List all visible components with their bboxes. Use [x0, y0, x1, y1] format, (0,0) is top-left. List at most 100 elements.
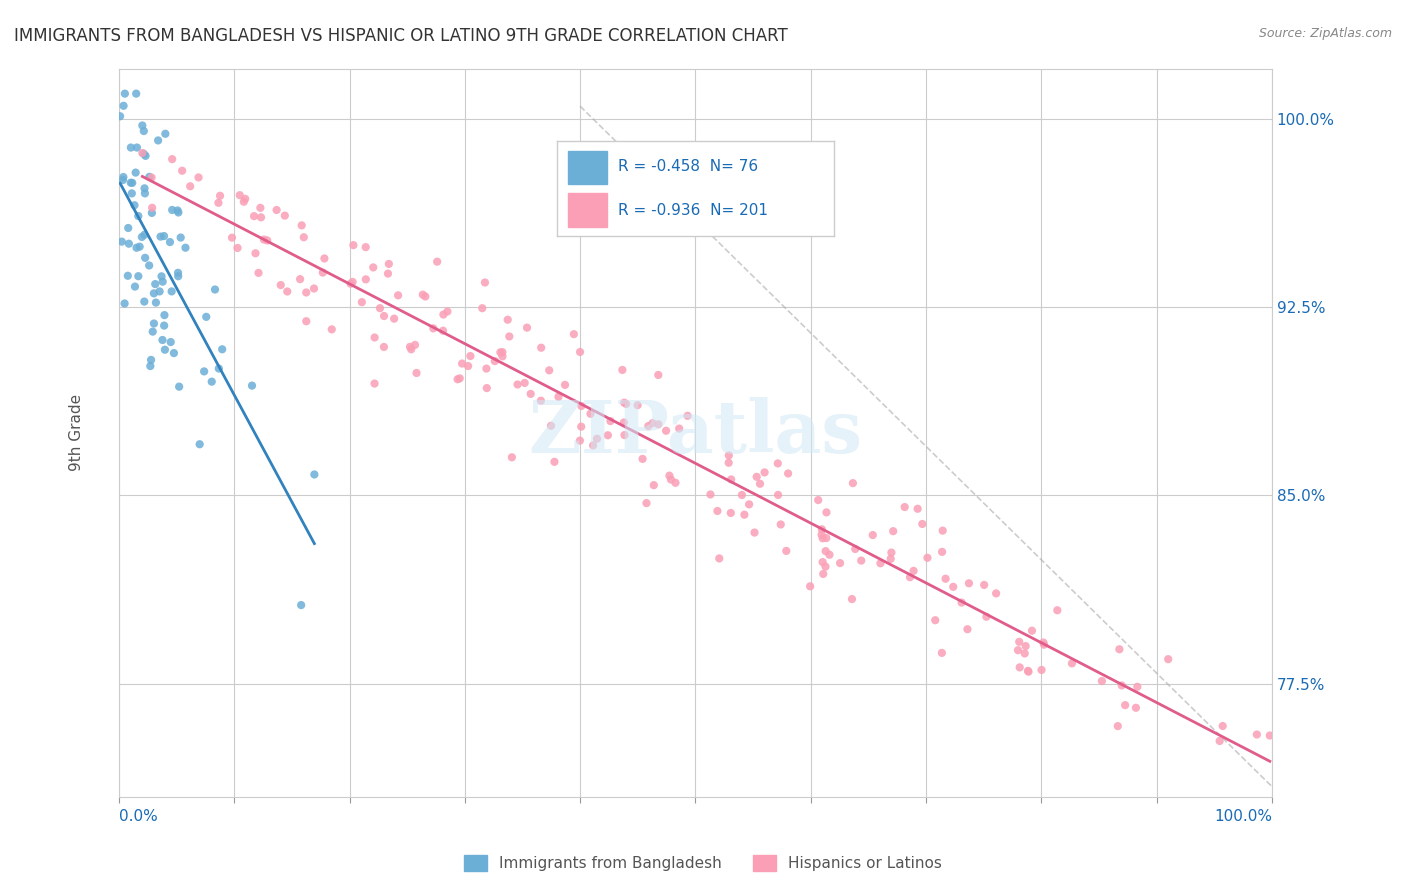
Point: [243, 209, 266, 223]
Point: [304, 467, 326, 482]
Point: [128, 240, 150, 254]
Point: [1246, 727, 1268, 741]
Point: [516, 320, 538, 334]
Point: [815, 531, 838, 545]
Point: [312, 266, 335, 280]
Point: [201, 375, 224, 389]
Point: [917, 550, 939, 565]
Point: [291, 219, 314, 233]
Point: [1008, 635, 1031, 649]
Point: [745, 470, 768, 484]
Point: [314, 252, 336, 266]
Point: [491, 345, 513, 359]
Point: [132, 146, 155, 161]
Point: [769, 517, 792, 532]
Point: [290, 598, 312, 612]
Point: [1107, 719, 1129, 733]
Point: [1014, 647, 1036, 661]
Point: [399, 340, 422, 354]
Point: [415, 289, 437, 303]
Point: [778, 467, 800, 481]
Point: [368, 301, 391, 316]
Legend: Immigrants from Bangladesh, Hispanics or Latinos: Immigrants from Bangladesh, Hispanics or…: [460, 850, 946, 875]
Point: [141, 206, 163, 220]
Point: [153, 343, 176, 357]
Point: [149, 285, 172, 299]
Point: [491, 350, 513, 364]
Point: [274, 209, 297, 223]
Point: [124, 279, 146, 293]
Point: [342, 238, 364, 252]
Point: [405, 366, 427, 380]
Text: ZIPatlas: ZIPatlas: [529, 397, 862, 468]
Point: [138, 259, 160, 273]
Point: [811, 555, 834, 569]
Point: [844, 541, 866, 556]
Point: [775, 544, 797, 558]
Point: [538, 363, 561, 377]
Point: [631, 451, 654, 466]
Point: [733, 508, 755, 522]
Point: [1046, 603, 1069, 617]
Point: [636, 496, 658, 510]
Point: [626, 398, 648, 412]
Point: [446, 372, 468, 386]
Point: [142, 286, 165, 301]
Point: [554, 377, 576, 392]
Point: [229, 188, 252, 202]
Point: [596, 428, 619, 442]
Point: [124, 198, 146, 212]
Point: [766, 457, 789, 471]
Point: [569, 345, 592, 359]
Point: [717, 449, 740, 463]
Point: [432, 324, 454, 338]
Point: [641, 416, 664, 430]
Point: [145, 295, 167, 310]
Point: [141, 201, 163, 215]
Point: [121, 186, 143, 201]
Point: [152, 333, 174, 347]
Point: [579, 407, 602, 421]
Point: [475, 381, 498, 395]
Point: [143, 277, 166, 291]
Point: [112, 99, 135, 113]
Point: [131, 146, 153, 161]
Point: [749, 476, 772, 491]
Point: [568, 434, 591, 448]
Point: [449, 371, 471, 385]
Point: [489, 345, 512, 359]
Point: [1033, 638, 1056, 652]
Point: [112, 169, 135, 184]
Point: [354, 272, 377, 286]
Point: [149, 229, 172, 244]
Point: [170, 230, 193, 244]
Point: [153, 308, 176, 322]
Point: [124, 165, 146, 179]
Point: [571, 399, 593, 413]
Point: [907, 501, 929, 516]
Point: [1017, 665, 1039, 679]
Point: [613, 395, 636, 409]
Point: [1208, 734, 1230, 748]
Point: [484, 354, 506, 368]
Point: [146, 133, 169, 147]
Point: [422, 321, 444, 335]
Point: [361, 260, 384, 275]
Point: [276, 285, 298, 299]
Point: [807, 493, 830, 508]
Point: [498, 329, 520, 343]
Point: [132, 124, 155, 138]
Point: [540, 418, 562, 433]
Point: [150, 269, 173, 284]
Point: [436, 304, 458, 318]
Point: [166, 203, 188, 218]
Point: [399, 343, 422, 357]
Point: [125, 241, 148, 255]
Point: [880, 551, 903, 566]
Point: [295, 285, 318, 300]
Point: [108, 109, 131, 123]
Point: [139, 352, 162, 367]
Point: [668, 421, 690, 435]
Point: [543, 455, 565, 469]
Point: [457, 359, 479, 373]
